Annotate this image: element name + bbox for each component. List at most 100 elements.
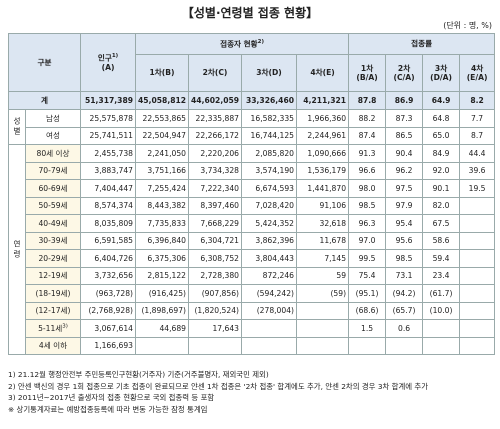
cell (348, 336, 387, 355)
cell (459, 336, 496, 355)
header-rate: 접종률 (348, 33, 496, 55)
header-column: 1차(B) (135, 54, 190, 92)
row-label: (12-17세) (24, 301, 82, 320)
data-row: 40-49세 8,035,809 7,735,833 7,668,229 5,424,3… (9, 214, 496, 233)
cell: 97.0 (348, 231, 387, 250)
label-text: 70-79세 (38, 166, 68, 176)
cell: 8.7 (459, 126, 496, 145)
cell: 3,732,656 (80, 266, 137, 285)
cell: 3,804,443 (241, 249, 298, 268)
data-row: 5-11세3) 3,067,614 44,689 17,643 1.5 0.6 (9, 319, 496, 338)
cell: 65.0 (422, 126, 461, 145)
cell (241, 319, 298, 338)
cell: 6,591,585 (80, 231, 137, 250)
footnotes: 1) 21.12월 행정안전부 주민등록인구현황(거주자) 기준(거주불명자, … (8, 369, 494, 415)
cell: 67.5 (422, 214, 461, 233)
row-label: 여성 (24, 126, 82, 145)
footnote: ※ 상기통계자료는 예방접종등록에 따라 변동 가능한 잠정 통계임 (8, 404, 208, 414)
cell: 6,308,752 (188, 249, 243, 268)
cell: (65.7) (385, 301, 424, 320)
cell: 22,553,865 (135, 109, 190, 128)
cell: (68.6) (348, 301, 387, 320)
footnote: 2) 안센 백신의 경우 1회 접종으로 기초 접종이 완료되므로 얀센 1차 … (8, 381, 429, 391)
group-label: 성별 (8, 109, 26, 145)
data-row: (18-19세) (963,728) (916,425) (907,856) (594,… (9, 284, 496, 303)
row-label: 30-39세 (24, 231, 82, 250)
label-text: 30-39세 (38, 236, 68, 246)
title: 【성별·연령별 접종 현황】 (181, 6, 319, 20)
cell: 25,575,878 (80, 109, 137, 128)
cell: 8,443,382 (135, 196, 190, 215)
cell: 22,266,172 (188, 126, 243, 145)
cell: 91,106 (296, 196, 350, 215)
cell (459, 284, 496, 303)
cell: 33,326,460 (241, 91, 298, 110)
cell: 1.5 (348, 319, 387, 338)
cell: 7,735,833 (135, 214, 190, 233)
cell: 7,404,447 (80, 179, 137, 198)
cell: 1,166,693 (80, 336, 137, 355)
cell: 3,883,747 (80, 161, 137, 180)
cell: 6,674,593 (241, 179, 298, 198)
label-text: 40-49세 (38, 218, 68, 228)
header-category: 구분 (7, 33, 82, 92)
header-text: 접종자 현황 (220, 39, 258, 49)
cell (422, 319, 461, 338)
cell: 2,455,738 (80, 144, 137, 163)
header-population: 인구1) (A) (80, 33, 137, 92)
cell: 98.5 (348, 196, 387, 215)
row-label: 5-11세3) (24, 319, 82, 338)
label-text: 4세 이하 (38, 341, 68, 351)
label-text: 5-11세 (38, 323, 63, 333)
cell (296, 319, 350, 338)
cell: 59 (296, 266, 350, 285)
cell: 2,241,050 (135, 144, 190, 163)
header-column: 2차(C) (188, 54, 243, 92)
cell: 2,728,380 (188, 266, 243, 285)
note-mark: 2) (257, 38, 264, 45)
cell: 8,397,460 (188, 196, 243, 215)
cell: 7,668,229 (188, 214, 243, 233)
cell: 3,067,614 (80, 319, 137, 338)
cell: 1,441,870 (296, 179, 350, 198)
row-label: 70-79세 (24, 161, 82, 180)
footnote: 1) 21.12월 행정안전부 주민등록인구현황(거주자) 기준(거주불명자, … (8, 370, 269, 379)
cell (459, 249, 496, 268)
cell: (59) (296, 284, 350, 303)
cell: 3,751,166 (135, 161, 190, 180)
data-row: 30-39세 6,591,585 6,396,840 6,304,721 3,862,3… (9, 231, 496, 250)
cell: 51,317,389 (80, 91, 137, 110)
cell: 96.6 (348, 161, 387, 180)
cell (296, 301, 350, 320)
cell: 6,404,726 (80, 249, 137, 268)
cell: 16,582,335 (241, 109, 298, 128)
label-text: (12-17세) (35, 306, 71, 316)
cell: 7.7 (459, 109, 496, 128)
label-text: 80세 이상 (36, 148, 70, 158)
cell: 23.4 (422, 266, 461, 285)
cell (422, 336, 461, 355)
header-text: 인구 (97, 53, 112, 63)
cell: 59.4 (422, 249, 461, 268)
cell: 1,536,179 (296, 161, 350, 180)
cell: 11,678 (296, 231, 350, 250)
header-text: 1차 (360, 63, 374, 73)
cell: 3,734,328 (188, 161, 243, 180)
cell: 8,035,809 (80, 214, 137, 233)
cell: 98.0 (348, 179, 387, 198)
cell: 88.2 (348, 109, 387, 128)
header-vaccinated: 접종자 현황2) (135, 33, 350, 55)
header-text: 4차 (470, 63, 484, 73)
unit: (단위 : 명, %) (443, 21, 492, 30)
group-label: 연령 (8, 144, 26, 355)
cell: 22,504,947 (135, 126, 190, 145)
cell: 87.4 (348, 126, 387, 145)
header-column: 4차 (E/A) (459, 54, 496, 92)
cell: 75.4 (348, 266, 387, 285)
cell (459, 301, 496, 320)
row-label: 20-29세 (24, 249, 82, 268)
cell: 32,618 (296, 214, 350, 233)
cell: 16,744,125 (241, 126, 298, 145)
cell: (278,004) (241, 301, 298, 320)
